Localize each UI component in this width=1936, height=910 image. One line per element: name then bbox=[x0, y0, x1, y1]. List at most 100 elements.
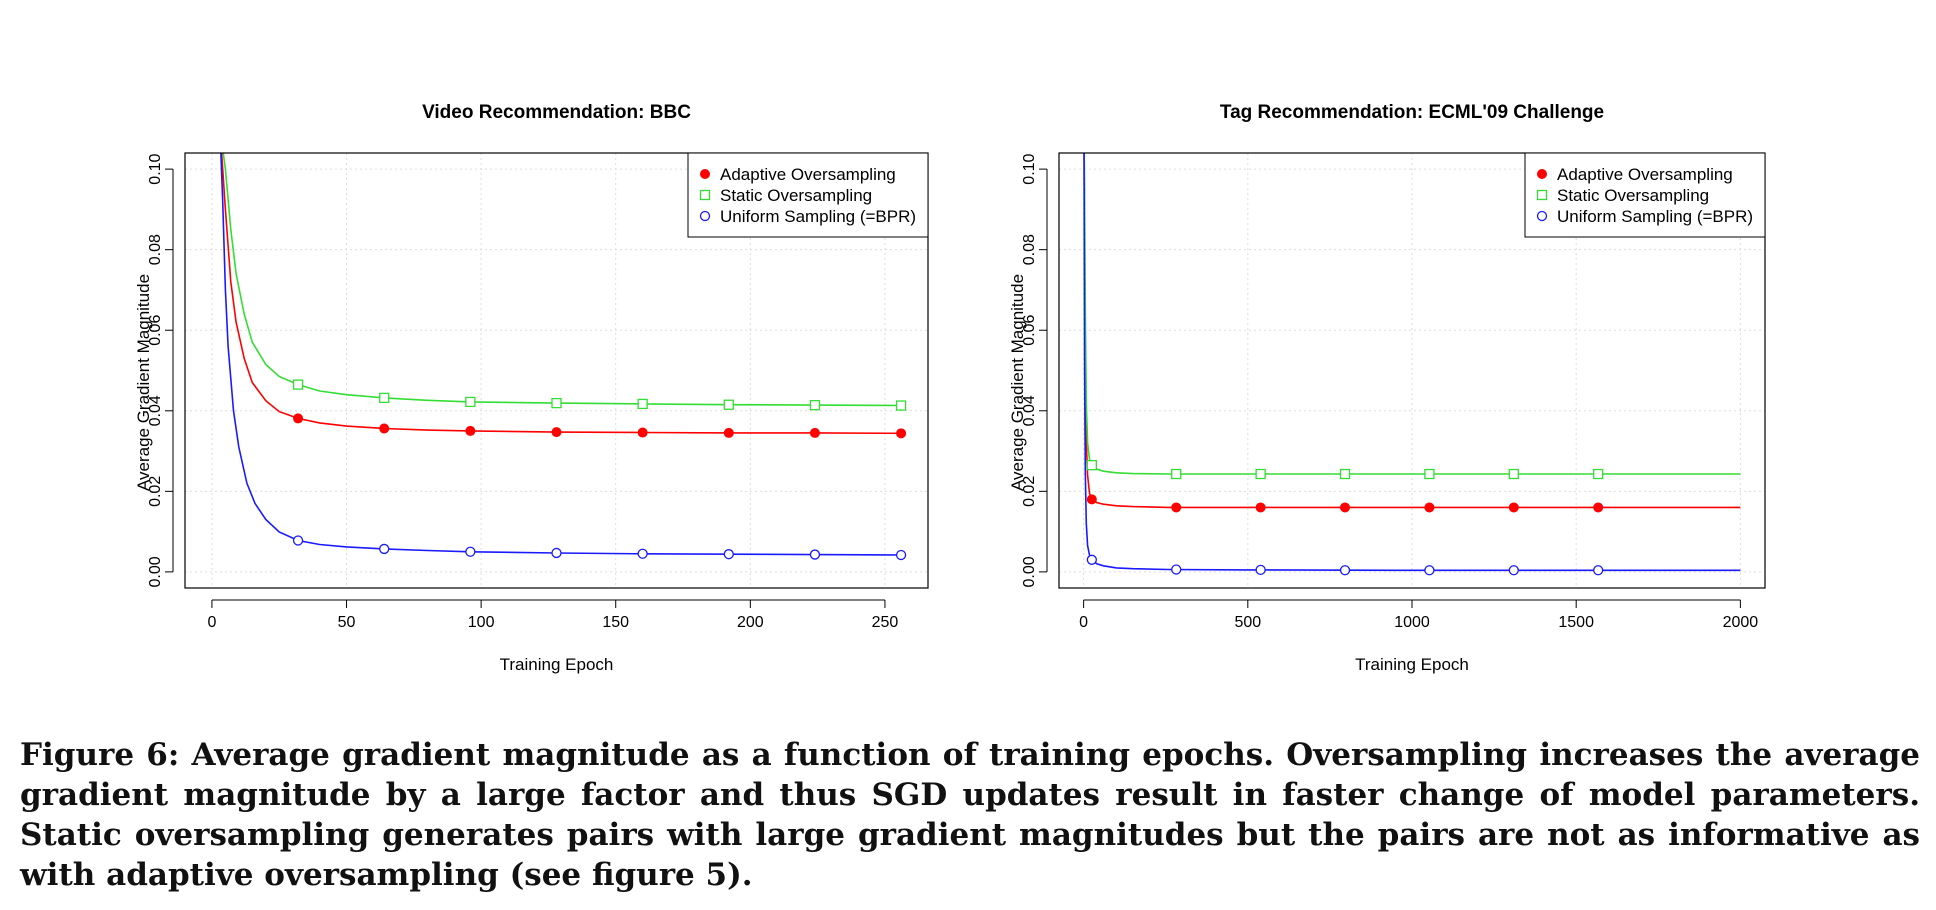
legend-label: Static Oversampling bbox=[720, 186, 872, 205]
y-tick-label: 0.08 bbox=[147, 234, 164, 265]
y-tick-label: 0.02 bbox=[147, 476, 164, 507]
y-tick-label: 0.08 bbox=[1021, 234, 1038, 265]
x-tick-label: 250 bbox=[872, 614, 899, 631]
data-point bbox=[1508, 468, 1519, 480]
y-tick-label: 0.06 bbox=[147, 315, 164, 346]
data-point bbox=[809, 549, 821, 560]
data-point bbox=[1171, 468, 1182, 480]
legend-box bbox=[687, 152, 929, 238]
series-line bbox=[222, 153, 902, 407]
data-point bbox=[637, 398, 648, 410]
data-point bbox=[1593, 502, 1604, 513]
data-point bbox=[1171, 502, 1182, 513]
y-axis-label: Average Gradient Magnitude bbox=[134, 274, 153, 491]
data-point bbox=[1339, 565, 1351, 576]
data-point bbox=[465, 546, 476, 557]
x-tick-label: 500 bbox=[1234, 614, 1261, 631]
series-line bbox=[1083, 153, 1741, 572]
data-point bbox=[1593, 468, 1604, 480]
data-point bbox=[465, 396, 476, 408]
plot-frame bbox=[184, 152, 929, 589]
x-axis-label: Training Epoch bbox=[500, 655, 614, 674]
legend-box bbox=[1524, 152, 1766, 238]
legend-label: Adaptive Oversampling bbox=[1557, 165, 1733, 184]
legend-marker bbox=[699, 189, 711, 201]
legend-marker bbox=[1537, 169, 1547, 179]
y-tick-label: 0.00 bbox=[147, 556, 164, 587]
data-point bbox=[1086, 494, 1097, 505]
data-point bbox=[637, 427, 648, 438]
x-tick-label: 100 bbox=[468, 614, 495, 631]
legend-marker bbox=[699, 210, 711, 222]
legend-label: Uniform Sampling (=BPR) bbox=[720, 207, 916, 226]
y-tick-label: 0.02 bbox=[1021, 476, 1038, 507]
data-point bbox=[1086, 554, 1097, 565]
data-point bbox=[379, 543, 390, 555]
data-point bbox=[551, 397, 562, 409]
x-tick-label: 150 bbox=[602, 614, 629, 631]
legend-label: Uniform Sampling (=BPR) bbox=[1557, 207, 1753, 226]
x-tick-label: 2000 bbox=[1723, 614, 1759, 631]
y-tick-label: 0.10 bbox=[1021, 153, 1038, 184]
data-point bbox=[723, 549, 734, 560]
data-point bbox=[1255, 564, 1266, 576]
chart-title: Video Recommendation: BBC bbox=[422, 102, 691, 123]
data-point bbox=[292, 379, 304, 390]
y-tick-label: 0.00 bbox=[1021, 556, 1038, 587]
data-point bbox=[292, 535, 304, 546]
legend-marker bbox=[1536, 210, 1548, 222]
legend: Adaptive Oversampling Static Oversampling… bbox=[687, 152, 929, 238]
data-point bbox=[379, 392, 390, 404]
data-point bbox=[1340, 502, 1351, 513]
data-point bbox=[1255, 502, 1266, 513]
data-point bbox=[895, 400, 907, 411]
chart-title: Tag Recommendation: ECML'09 Challenge bbox=[1220, 102, 1604, 123]
data-point bbox=[1424, 502, 1435, 513]
data-point bbox=[1255, 468, 1266, 480]
x-tick-label: 200 bbox=[737, 614, 764, 631]
x-tick-label: 1500 bbox=[1558, 614, 1594, 631]
y-tick-label: 0.10 bbox=[147, 153, 164, 184]
data-point bbox=[1424, 468, 1435, 480]
data-point bbox=[1424, 565, 1435, 576]
data-point bbox=[895, 549, 907, 561]
x-axis-label: Training Epoch bbox=[1355, 655, 1469, 674]
y-axis-label: Average Gradient Magnitude bbox=[1008, 274, 1027, 491]
legend-label: Static Oversampling bbox=[1557, 186, 1709, 205]
x-tick-label: 50 bbox=[338, 614, 356, 631]
series-line bbox=[1083, 153, 1741, 475]
plot-frame bbox=[1058, 152, 1766, 589]
data-point bbox=[1086, 460, 1097, 471]
y-tick-label: 0.06 bbox=[1021, 315, 1038, 346]
figure-caption: Figure 6: Average gradient magnitude as … bbox=[20, 737, 1920, 893]
y-tick-label: 0.04 bbox=[147, 395, 164, 426]
x-tick-label: 0 bbox=[207, 614, 216, 631]
data-point bbox=[896, 428, 907, 439]
data-point bbox=[1508, 502, 1519, 513]
data-point bbox=[1339, 468, 1351, 480]
data-point bbox=[1508, 565, 1519, 576]
data-point bbox=[465, 425, 476, 436]
data-point bbox=[637, 548, 648, 559]
grid bbox=[1059, 153, 1765, 588]
data-point bbox=[809, 427, 820, 438]
legend-label: Adaptive Oversampling bbox=[720, 165, 896, 184]
series-line bbox=[220, 153, 902, 556]
grid bbox=[185, 153, 928, 588]
data-point bbox=[723, 399, 734, 410]
data-point bbox=[1593, 565, 1604, 576]
data-point bbox=[809, 399, 821, 411]
data-point bbox=[551, 547, 562, 559]
data-point bbox=[293, 413, 304, 424]
series-line bbox=[220, 153, 902, 435]
data-point bbox=[1171, 564, 1182, 575]
data-point bbox=[379, 423, 390, 434]
x-tick-label: 1000 bbox=[1394, 614, 1430, 631]
data-point bbox=[551, 427, 562, 438]
legend-marker bbox=[700, 169, 710, 179]
legend: Adaptive Oversampling Static Oversampling… bbox=[1524, 152, 1766, 238]
data-point bbox=[723, 427, 734, 438]
x-tick-label: 0 bbox=[1079, 614, 1088, 631]
legend-marker bbox=[1536, 189, 1548, 201]
